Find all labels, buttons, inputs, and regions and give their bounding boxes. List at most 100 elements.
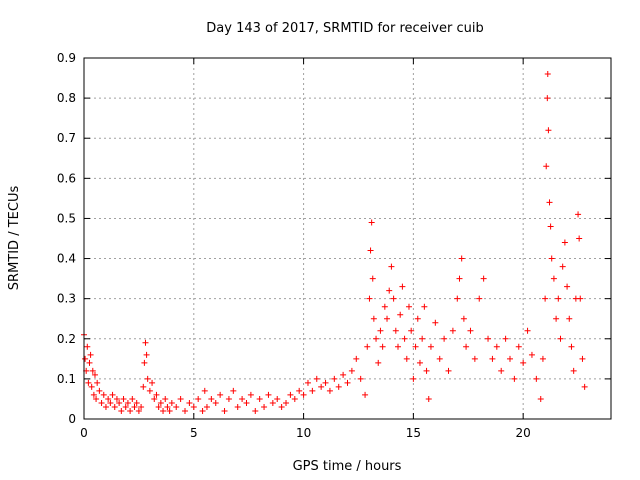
data-point <box>515 343 522 350</box>
chart-title: Day 143 of 2017, SRMTID for receiver cui… <box>206 21 483 36</box>
data-point <box>449 327 456 334</box>
data-point <box>381 303 388 310</box>
data-point <box>425 395 432 402</box>
data-point <box>164 403 171 410</box>
plot-frame <box>83 57 612 420</box>
data-point <box>195 395 202 402</box>
data-point <box>201 387 208 394</box>
x-tick-label: 5 <box>190 426 198 440</box>
data-point <box>412 343 419 350</box>
data-point <box>353 355 360 362</box>
data-point <box>544 95 551 102</box>
data-point <box>129 395 136 402</box>
data-point <box>489 355 496 362</box>
data-point <box>199 407 206 414</box>
data-point <box>230 387 237 394</box>
y-tick-label: 0 <box>68 412 76 426</box>
data-point <box>395 343 402 350</box>
data-point <box>98 399 105 406</box>
data-point <box>340 371 347 378</box>
data-point <box>261 403 268 410</box>
data-point <box>93 395 100 402</box>
data-point <box>151 395 158 402</box>
data-point <box>138 403 145 410</box>
data-point <box>96 387 103 394</box>
y-tick-label: 0.6 <box>57 171 76 185</box>
data-point <box>144 375 151 382</box>
y-tick-label: 0.3 <box>57 292 76 306</box>
data-point <box>416 359 423 366</box>
data-point <box>403 355 410 362</box>
data-point <box>326 387 333 394</box>
data-point <box>186 399 193 406</box>
data-point <box>90 391 97 398</box>
data-point <box>135 407 142 414</box>
data-point <box>91 371 98 378</box>
data-point <box>208 395 215 402</box>
data-point <box>143 351 150 358</box>
data-point <box>157 399 164 406</box>
data-point <box>570 367 577 374</box>
data-point <box>579 355 586 362</box>
data-point <box>432 319 439 326</box>
data-point <box>545 127 552 134</box>
data-point <box>127 407 134 414</box>
data-point <box>278 403 285 410</box>
data-point <box>547 223 554 230</box>
data-point <box>309 387 316 394</box>
data-point <box>296 387 303 394</box>
x-tick-label: 10 <box>296 426 311 440</box>
data-point <box>100 391 107 398</box>
data-point <box>379 343 386 350</box>
data-point <box>502 335 509 342</box>
data-point <box>421 303 428 310</box>
y-tick-label: 0.4 <box>57 252 76 266</box>
data-point <box>550 275 557 282</box>
data-point <box>410 375 417 382</box>
data-point <box>364 343 371 350</box>
data-point <box>454 295 461 302</box>
data-point <box>116 399 123 406</box>
data-point <box>243 399 250 406</box>
data-point <box>234 403 241 410</box>
data-point <box>247 391 254 398</box>
x-tick-label: 0 <box>80 426 88 440</box>
data-point <box>118 407 125 414</box>
data-point <box>401 335 408 342</box>
data-point <box>86 359 93 366</box>
data-point <box>373 335 380 342</box>
data-point <box>203 403 210 410</box>
data-point <box>153 391 160 398</box>
data-point <box>548 255 555 262</box>
data-point <box>304 379 311 386</box>
data-point <box>568 343 575 350</box>
data-point <box>287 391 294 398</box>
y-tick-label: 0.2 <box>57 332 76 346</box>
data-point <box>190 403 197 410</box>
data-point <box>105 395 112 402</box>
data-point <box>581 383 588 390</box>
data-point <box>177 395 184 402</box>
x-tick-label: 20 <box>516 426 531 440</box>
data-point <box>344 379 351 386</box>
data-point <box>533 375 540 382</box>
data-point <box>274 395 281 402</box>
x-axis-label: GPS time / hours <box>293 459 402 474</box>
data-point <box>166 407 173 414</box>
data-point <box>445 367 452 374</box>
data-point <box>427 343 434 350</box>
data-point <box>283 399 290 406</box>
data-point <box>109 391 116 398</box>
data-point <box>102 403 109 410</box>
data-point <box>399 283 406 290</box>
data-point <box>419 335 426 342</box>
data-point <box>87 351 94 358</box>
y-tick-label: 0.9 <box>57 51 76 65</box>
data-point <box>291 395 298 402</box>
data-point <box>133 399 140 406</box>
data-point <box>162 395 169 402</box>
data-point <box>436 355 443 362</box>
data-point <box>122 403 129 410</box>
data-point <box>456 275 463 282</box>
data-point <box>524 327 531 334</box>
